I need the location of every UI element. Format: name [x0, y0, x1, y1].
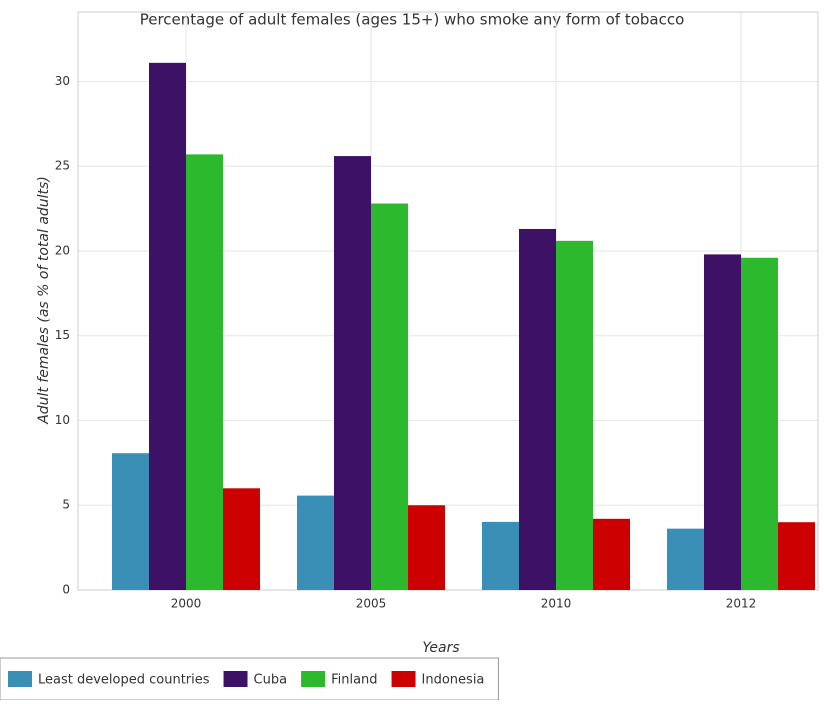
y-tick-label: 30 [55, 74, 70, 88]
legend-swatch [223, 671, 248, 687]
bar [334, 156, 371, 591]
x-tick-label: 2012 [726, 597, 757, 611]
bar [556, 240, 593, 591]
x-tick-label: 2010 [541, 597, 572, 611]
x-tick-label: 2000 [171, 597, 202, 611]
x-tick-label: 2005 [356, 597, 387, 611]
bar [223, 488, 260, 590]
y-tick-label: 10 [55, 413, 70, 427]
x-axis-label: Years [422, 640, 459, 656]
bar [593, 518, 630, 590]
legend: Least developed countries Cuba Finland Indo… [0, 657, 499, 701]
bar [741, 257, 778, 590]
bar [778, 522, 815, 590]
y-tick-label: 25 [55, 159, 70, 173]
legend-swatch [391, 671, 416, 687]
y-tick-label: 20 [55, 243, 70, 257]
legend-swatch [8, 671, 32, 687]
bar [519, 228, 556, 590]
y-axis-label: Adult females (as % of total adults) [36, 176, 52, 425]
plot-frame [77, 11, 819, 591]
bar [371, 203, 408, 590]
legend-swatch [301, 671, 326, 687]
legend-label: Cuba [254, 673, 288, 688]
chart-title: Percentage of adult females (ages 15+) w… [140, 11, 685, 29]
bar [149, 62, 186, 590]
legend-label: Indonesia [422, 673, 485, 688]
bar [112, 453, 149, 590]
y-tick-label: 5 [62, 498, 70, 512]
y-tick-label: 15 [55, 328, 70, 342]
legend-label: Finland [331, 673, 377, 688]
bar [408, 505, 445, 590]
bar [704, 254, 741, 591]
bar [482, 521, 519, 590]
bar [667, 528, 704, 590]
bar [186, 154, 223, 590]
bar [297, 495, 334, 590]
y-tick-label: 0 [62, 583, 70, 597]
legend-label: Least developed countries [38, 673, 210, 688]
